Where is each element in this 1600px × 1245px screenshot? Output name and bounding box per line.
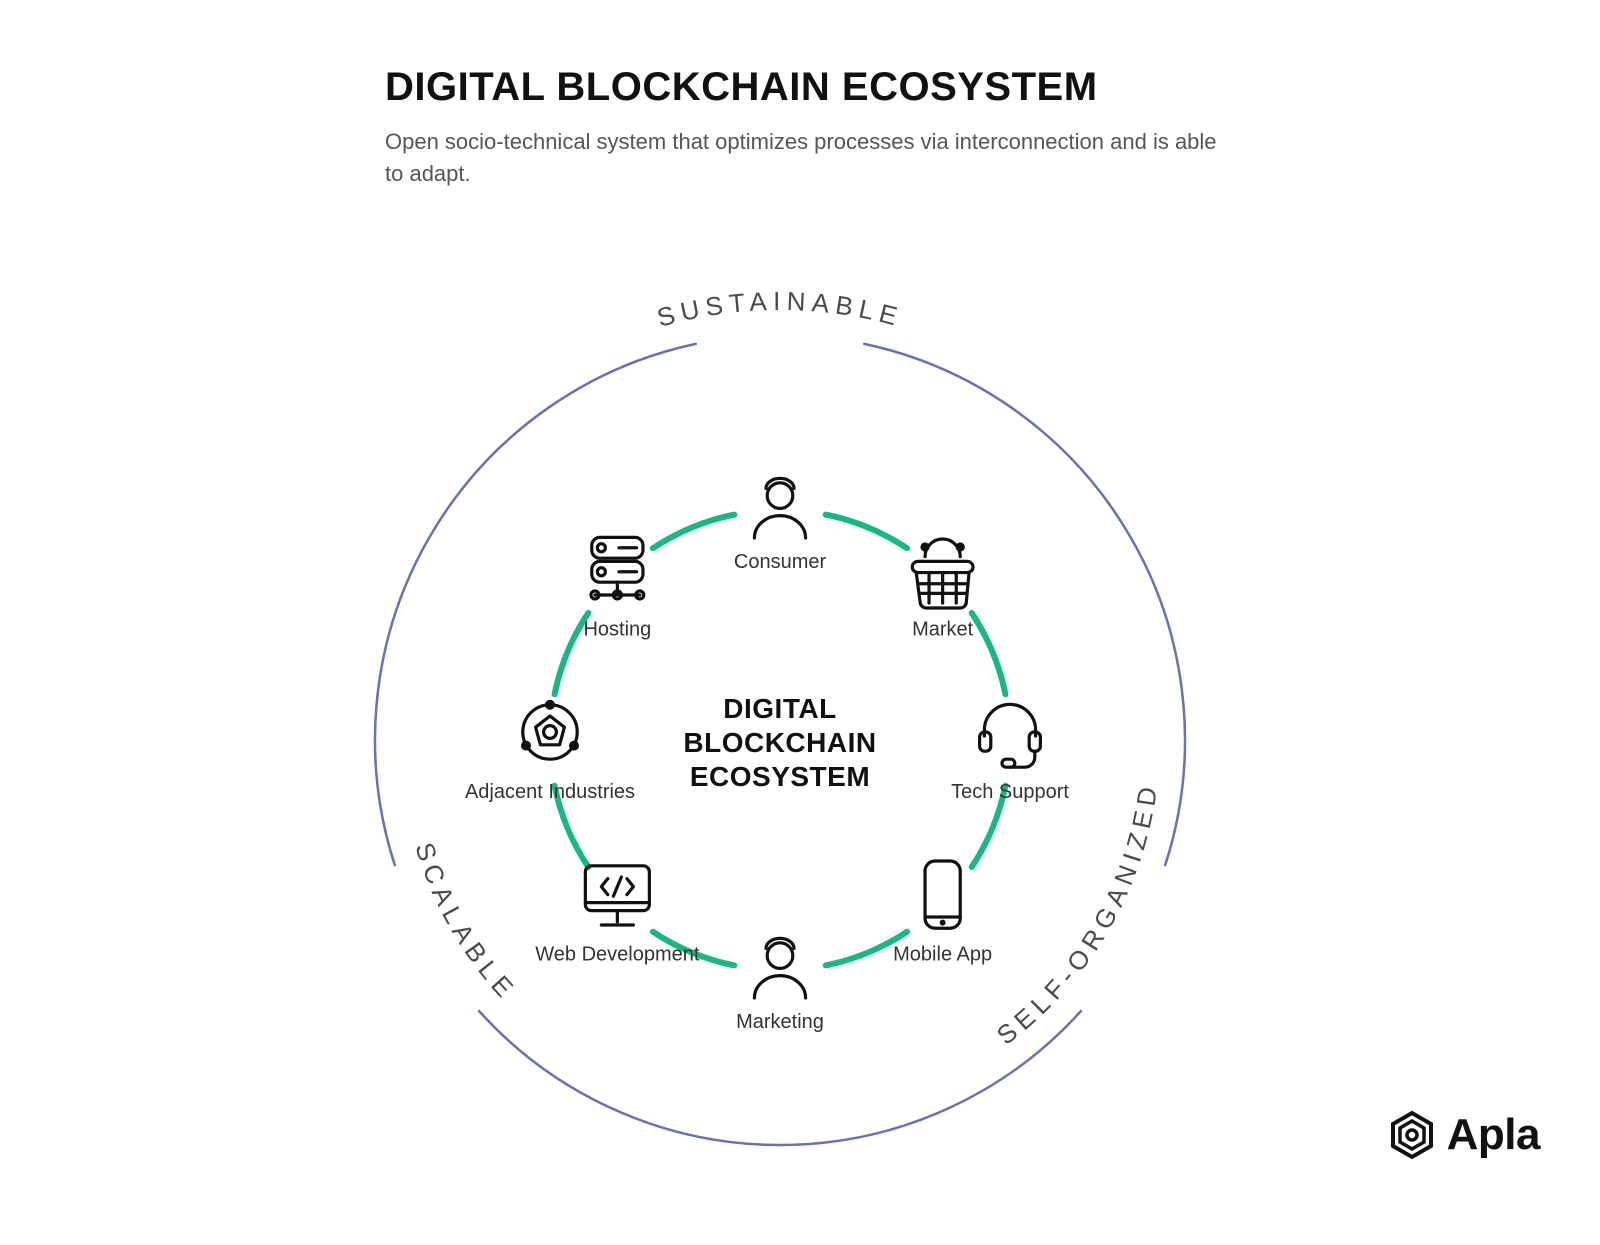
page-subtitle: Open socio-technical system that optimiz…: [385, 126, 1235, 190]
center-label: DIGITAL BLOCKCHAIN ECOSYSTEM: [683, 693, 876, 792]
brand-logo: Apla: [1387, 1110, 1540, 1160]
node-market: Market: [912, 539, 974, 640]
consumer-icon: [754, 478, 805, 538]
page-title: DIGITAL BLOCKCHAIN ECOSYSTEM: [385, 65, 1235, 110]
adjacent-icon: [521, 700, 579, 759]
svg-text:ECOSYSTEM: ECOSYSTEM: [690, 761, 870, 792]
node-label-mobile-app: Mobile App: [893, 944, 992, 966]
node-mobile-app: Mobile App: [893, 861, 992, 966]
node-consumer: Consumer: [734, 478, 827, 573]
node-label-marketing: Marketing: [736, 1011, 824, 1033]
outer-label-scalable: SCALABLE: [409, 839, 523, 1007]
node-label-hosting: Hosting: [583, 618, 651, 640]
tech-support-icon: [980, 704, 1041, 767]
apla-logo-icon: [1387, 1110, 1437, 1160]
node-tech-support: Tech Support: [951, 704, 1069, 803]
svg-text:DIGITAL: DIGITAL: [723, 693, 836, 724]
header: DIGITAL BLOCKCHAIN ECOSYSTEM Open socio-…: [385, 65, 1235, 190]
market-icon: [912, 539, 973, 608]
web-dev-icon: [585, 866, 649, 925]
node-label-adjacent: Adjacent Industries: [465, 781, 635, 803]
hosting-icon: [591, 537, 644, 599]
node-label-consumer: Consumer: [734, 551, 827, 573]
marketing-icon: [754, 938, 805, 998]
outer-label-sustainable: SUSTAINABLE: [654, 286, 906, 333]
node-hosting: Hosting: [583, 537, 651, 640]
node-label-market: Market: [912, 618, 974, 640]
outer-label-self-organized: SELF-ORGANIZED: [991, 779, 1164, 1050]
mobile-app-icon: [925, 861, 960, 928]
brand-name: Apla: [1447, 1110, 1540, 1160]
node-marketing: Marketing: [736, 938, 824, 1033]
ecosystem-diagram: SUSTAINABLE SCALABLE SELF-ORGANIZED DIGI…: [280, 240, 1280, 1240]
node-web-dev: Web Development: [535, 866, 700, 966]
svg-text:BLOCKCHAIN: BLOCKCHAIN: [683, 727, 876, 758]
node-label-web-dev: Web Development: [535, 944, 700, 966]
diagram-svg: SUSTAINABLE SCALABLE SELF-ORGANIZED DIGI…: [280, 240, 1280, 1240]
node-label-tech-support: Tech Support: [951, 781, 1069, 803]
node-adjacent: Adjacent Industries: [465, 700, 635, 803]
